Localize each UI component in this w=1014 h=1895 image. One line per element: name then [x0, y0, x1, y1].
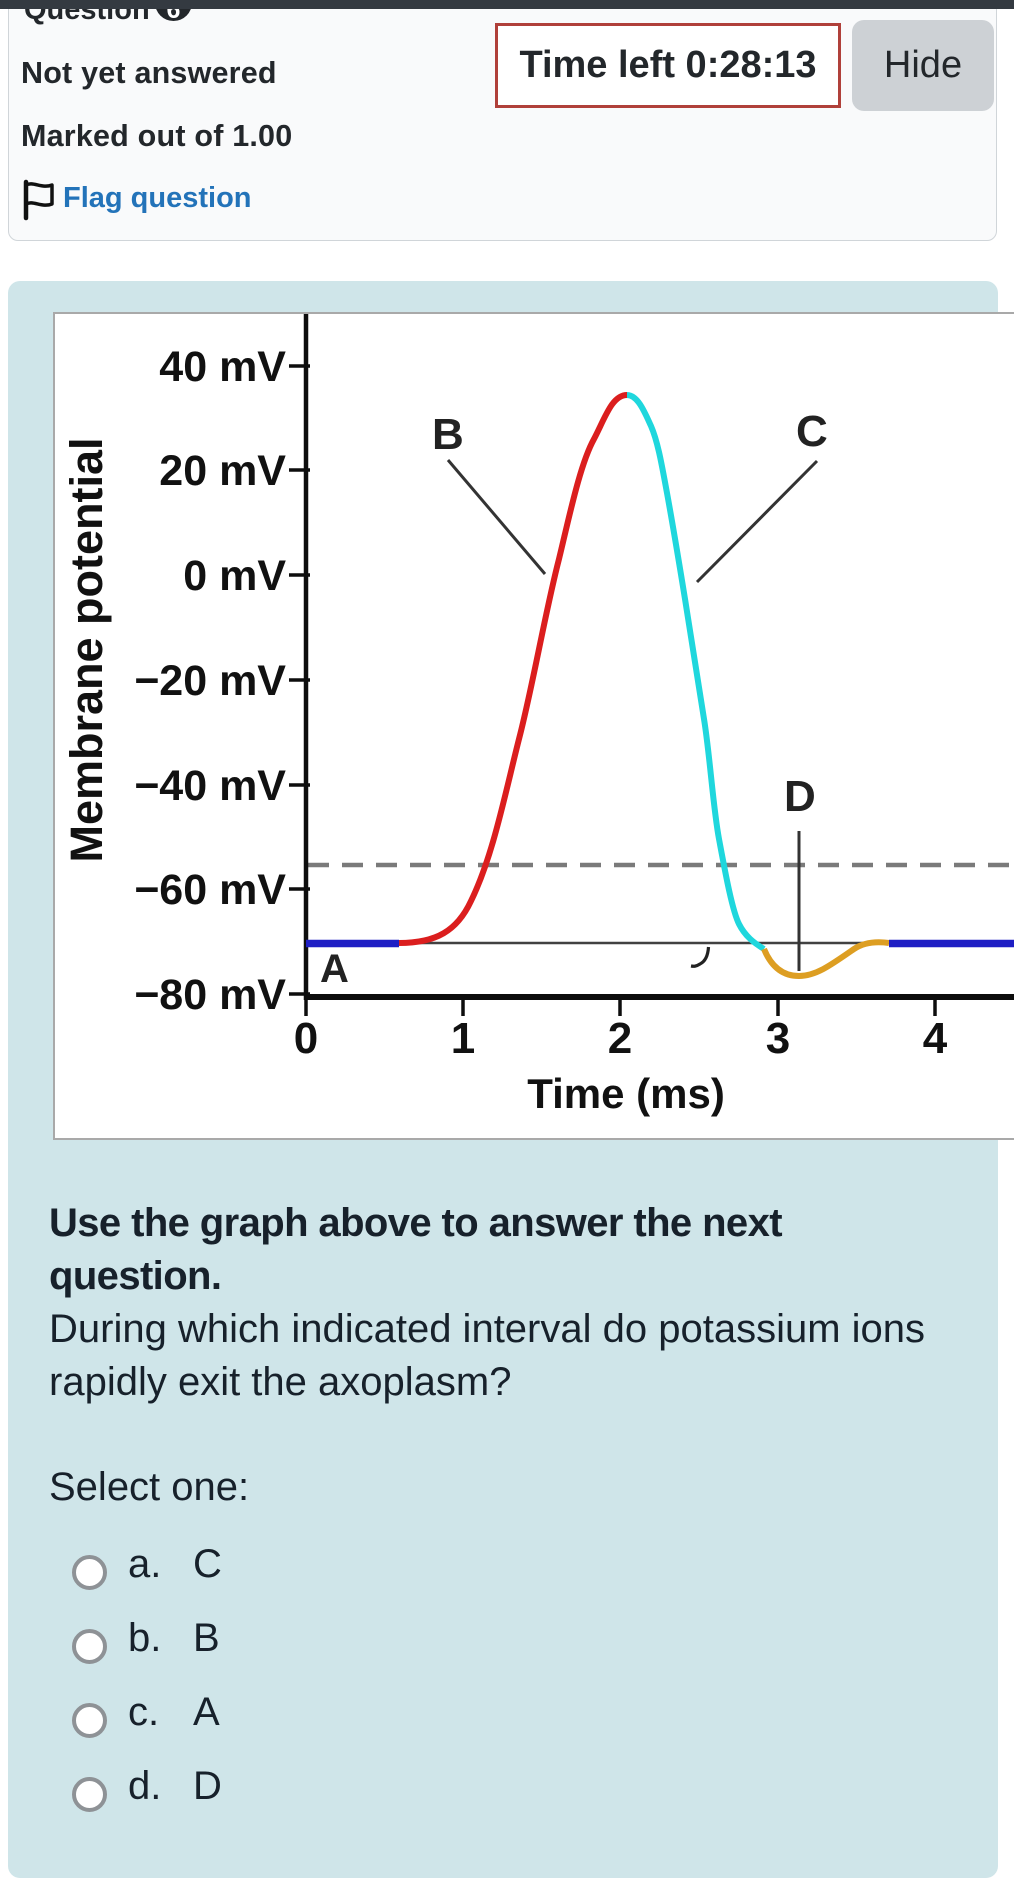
svg-text:Membrane potential: Membrane potential: [61, 437, 112, 862]
svg-text:A: A: [320, 947, 349, 991]
svg-text:0 mV: 0 mV: [183, 552, 286, 600]
svg-text:2: 2: [608, 1014, 632, 1063]
svg-text:4: 4: [923, 1014, 948, 1063]
svg-text:20 mV: 20 mV: [159, 447, 286, 495]
svg-text:Flag question: Flag question: [63, 182, 252, 214]
svg-text:−20 mV: −20 mV: [134, 657, 286, 705]
svg-text:B: B: [432, 410, 464, 459]
svg-text:C: C: [796, 407, 828, 456]
svg-text:3: 3: [766, 1014, 790, 1063]
svg-text:40 mV: 40 mV: [159, 343, 286, 391]
svg-text:0: 0: [294, 1014, 318, 1063]
svg-text:D: D: [784, 772, 816, 821]
svg-text:−60 mV: −60 mV: [134, 866, 286, 914]
svg-text:Time (ms): Time (ms): [527, 1070, 725, 1117]
svg-text:1: 1: [451, 1014, 475, 1063]
svg-text:−40 mV: −40 mV: [134, 762, 286, 810]
svg-text:−80 mV: −80 mV: [134, 971, 286, 1019]
